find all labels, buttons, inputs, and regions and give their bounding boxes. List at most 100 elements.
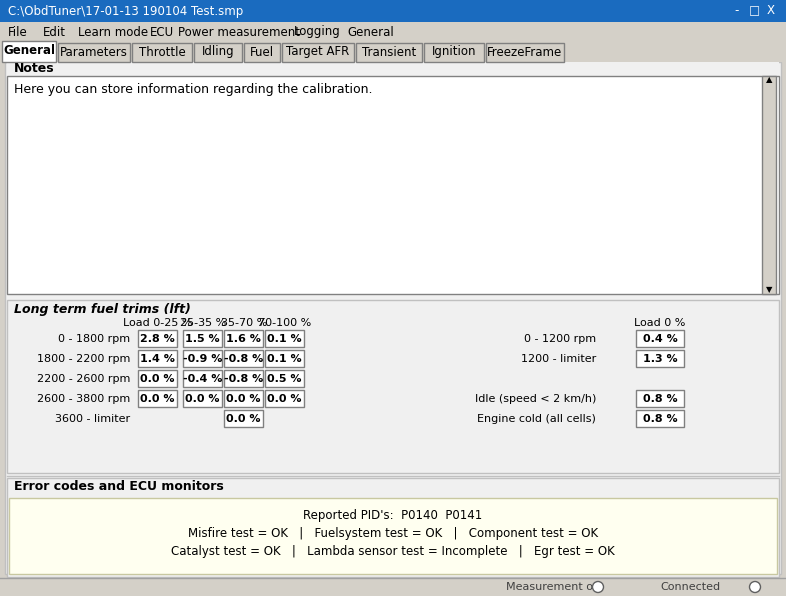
Text: 0.8 %: 0.8 % — [643, 414, 678, 424]
FancyBboxPatch shape — [138, 390, 177, 407]
FancyBboxPatch shape — [265, 350, 304, 367]
Text: Throttle: Throttle — [138, 45, 185, 58]
Text: 2.8 %: 2.8 % — [140, 334, 174, 343]
FancyBboxPatch shape — [0, 22, 786, 42]
FancyBboxPatch shape — [9, 498, 777, 574]
FancyBboxPatch shape — [0, 578, 786, 596]
FancyBboxPatch shape — [194, 43, 242, 62]
Text: 0.4 %: 0.4 % — [643, 334, 678, 343]
Text: 0.0 %: 0.0 % — [140, 374, 174, 383]
Text: Error codes and ECU monitors: Error codes and ECU monitors — [14, 480, 224, 493]
FancyBboxPatch shape — [424, 43, 484, 62]
FancyBboxPatch shape — [58, 43, 130, 62]
Text: Logging: Logging — [294, 26, 340, 39]
FancyBboxPatch shape — [0, 42, 786, 62]
Text: Learn mode: Learn mode — [78, 26, 148, 39]
Text: 0.0 %: 0.0 % — [226, 414, 261, 424]
Text: Idling: Idling — [202, 45, 234, 58]
Text: 3600 - limiter: 3600 - limiter — [55, 414, 130, 424]
Text: Long term fuel trims (lft): Long term fuel trims (lft) — [14, 303, 191, 316]
Text: 70-100 %: 70-100 % — [259, 318, 311, 328]
Text: Target AFR: Target AFR — [286, 45, 350, 58]
Text: 1.3 %: 1.3 % — [643, 353, 678, 364]
FancyBboxPatch shape — [224, 390, 263, 407]
Text: Catalyst test = OK   |   Lambda sensor test = Incomplete   |   Egr test = OK: Catalyst test = OK | Lambda sensor test … — [171, 545, 615, 557]
FancyBboxPatch shape — [2, 41, 56, 62]
Text: 1200 - limiter: 1200 - limiter — [521, 353, 596, 364]
Text: Ignition: Ignition — [432, 45, 476, 58]
FancyBboxPatch shape — [5, 62, 781, 574]
FancyBboxPatch shape — [636, 410, 684, 427]
FancyBboxPatch shape — [183, 370, 222, 387]
Text: 2200 - 2600 rpm: 2200 - 2600 rpm — [37, 374, 130, 383]
Text: Measurement off: Measurement off — [506, 582, 601, 592]
FancyBboxPatch shape — [0, 0, 786, 22]
Text: 0 - 1200 rpm: 0 - 1200 rpm — [524, 334, 596, 343]
Circle shape — [593, 582, 604, 592]
Text: Load 0 %: Load 0 % — [634, 318, 685, 328]
Text: 0 - 1800 rpm: 0 - 1800 rpm — [58, 334, 130, 343]
FancyBboxPatch shape — [7, 62, 779, 76]
Text: Reported PID's:  P0140  P0141: Reported PID's: P0140 P0141 — [303, 508, 483, 522]
FancyBboxPatch shape — [7, 76, 779, 294]
Text: ECU: ECU — [149, 26, 174, 39]
Text: General: General — [3, 45, 55, 57]
FancyBboxPatch shape — [244, 43, 280, 62]
Text: FreezeFrame: FreezeFrame — [487, 45, 563, 58]
Text: Parameters: Parameters — [60, 45, 128, 58]
Text: Notes: Notes — [14, 63, 54, 76]
Text: Fuel: Fuel — [250, 45, 274, 58]
FancyBboxPatch shape — [224, 350, 263, 367]
Text: 0.0 %: 0.0 % — [140, 393, 174, 403]
Text: 1800 - 2200 rpm: 1800 - 2200 rpm — [37, 353, 130, 364]
FancyBboxPatch shape — [636, 330, 684, 347]
FancyBboxPatch shape — [762, 76, 776, 294]
Text: Here you can store information regarding the calibration.: Here you can store information regarding… — [14, 83, 373, 97]
FancyBboxPatch shape — [183, 350, 222, 367]
Text: Transient: Transient — [362, 45, 416, 58]
FancyBboxPatch shape — [356, 43, 422, 62]
Text: -0.8 %: -0.8 % — [224, 374, 263, 383]
Text: File: File — [8, 26, 28, 39]
Text: ▼: ▼ — [766, 285, 773, 294]
Text: General: General — [347, 26, 394, 39]
Text: Engine cold (all cells): Engine cold (all cells) — [477, 414, 596, 424]
FancyBboxPatch shape — [224, 330, 263, 347]
FancyBboxPatch shape — [7, 300, 779, 473]
Text: 0.0 %: 0.0 % — [185, 393, 220, 403]
FancyBboxPatch shape — [636, 350, 684, 367]
Text: 0.1 %: 0.1 % — [267, 334, 302, 343]
Text: Connected: Connected — [660, 582, 720, 592]
Text: 25-35 %: 25-35 % — [180, 318, 226, 328]
Text: -: - — [735, 5, 739, 17]
Text: 0.8 %: 0.8 % — [643, 393, 678, 403]
Text: Load 0-25 %: Load 0-25 % — [123, 318, 193, 328]
Text: 35-70 %: 35-70 % — [221, 318, 267, 328]
Text: 1.5 %: 1.5 % — [185, 334, 220, 343]
FancyBboxPatch shape — [138, 350, 177, 367]
Text: 2600 - 3800 rpm: 2600 - 3800 rpm — [37, 393, 130, 403]
Text: X: X — [767, 5, 775, 17]
Text: 0.0 %: 0.0 % — [267, 393, 302, 403]
FancyBboxPatch shape — [265, 370, 304, 387]
Text: -0.4 %: -0.4 % — [183, 374, 222, 383]
FancyBboxPatch shape — [7, 478, 779, 577]
Text: 1.4 %: 1.4 % — [140, 353, 175, 364]
FancyBboxPatch shape — [265, 390, 304, 407]
FancyBboxPatch shape — [486, 43, 564, 62]
Text: C:\ObdTuner\17-01-13 190104 Test.smp: C:\ObdTuner\17-01-13 190104 Test.smp — [8, 5, 243, 17]
Text: Power measurement: Power measurement — [178, 26, 300, 39]
Text: ▲: ▲ — [766, 76, 773, 85]
Text: 1.6 %: 1.6 % — [226, 334, 261, 343]
Text: Misfire test = OK   |   Fuelsystem test = OK   |   Component test = OK: Misfire test = OK | Fuelsystem test = OK… — [188, 526, 598, 539]
Text: Idle (speed < 2 km/h): Idle (speed < 2 km/h) — [475, 393, 596, 403]
FancyBboxPatch shape — [636, 390, 684, 407]
FancyBboxPatch shape — [138, 370, 177, 387]
FancyBboxPatch shape — [132, 43, 192, 62]
FancyBboxPatch shape — [138, 330, 177, 347]
FancyBboxPatch shape — [183, 330, 222, 347]
Text: □: □ — [748, 5, 759, 17]
FancyBboxPatch shape — [224, 370, 263, 387]
FancyBboxPatch shape — [224, 410, 263, 427]
Text: -0.9 %: -0.9 % — [183, 353, 222, 364]
